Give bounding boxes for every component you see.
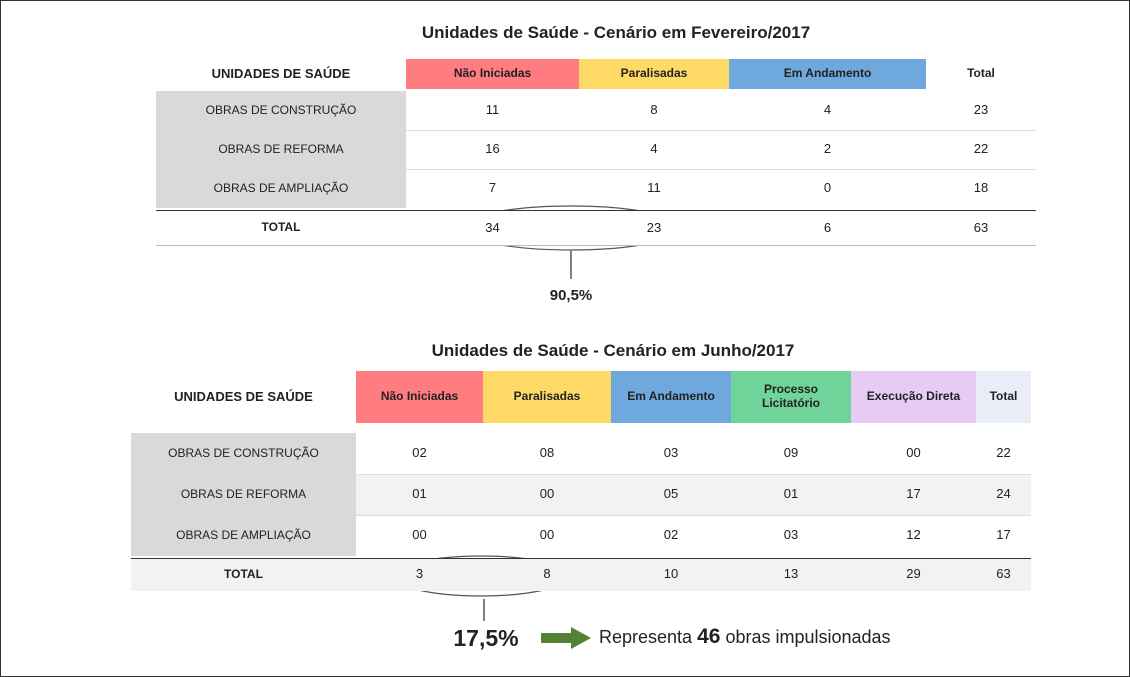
header-cell: Em Andamento — [611, 371, 731, 423]
total-value: 23 — [646, 219, 662, 235]
row-label: OBRAS DE AMPLIAÇÃO — [131, 515, 356, 556]
row-label: OBRAS DE AMPLIAÇÃO — [156, 169, 406, 208]
cell-value: 00 — [906, 445, 921, 461]
total-value: 10 — [663, 566, 679, 582]
cell-value: 24 — [996, 486, 1011, 502]
row-line — [356, 515, 1031, 516]
cell-value: 11 — [647, 180, 661, 196]
header-cell: Não Iniciadas — [406, 59, 579, 89]
cell-value: 17 — [996, 527, 1011, 543]
cell-value: 23 — [973, 102, 989, 118]
cell-value: 0 — [823, 180, 832, 196]
total-label: TOTAL — [261, 220, 301, 235]
cell-value: 02 — [663, 527, 679, 543]
arrow — [541, 627, 591, 649]
total-value: 63 — [973, 219, 989, 235]
table-title: Unidades de Saúde - Cenário em Junho/201… — [431, 341, 795, 360]
row-label: OBRAS DE CONSTRUÇÃO — [156, 91, 406, 130]
cell-value: 00 — [539, 527, 555, 543]
cell-value: 08 — [539, 445, 555, 461]
header-cell: Processo Licitatório — [731, 371, 851, 423]
total-value: 13 — [783, 566, 799, 582]
cell-value: 16 — [485, 141, 500, 157]
row-line — [406, 169, 1036, 170]
cell-value: 00 — [539, 486, 555, 502]
summary-suffix: obras impulsionadas — [725, 627, 891, 647]
table-title: Unidades de Saúde - Cenário em Fevereiro… — [421, 23, 811, 42]
cell-value: 4 — [650, 141, 658, 157]
header-cell: Total — [976, 371, 1031, 423]
total-bg — [156, 210, 1036, 246]
header-cell: Não Iniciadas — [356, 371, 483, 423]
total-value: 29 — [906, 566, 921, 582]
cell-value: 03 — [663, 445, 679, 461]
cell-value: 12 — [906, 527, 921, 543]
cell-value: 8 — [650, 102, 658, 118]
total-value: 3 — [415, 566, 424, 582]
cell-value: 4 — [823, 102, 832, 118]
total-value: 34 — [485, 219, 500, 235]
highlight-percent: 90,5% — [549, 287, 593, 304]
row-line — [356, 474, 1031, 475]
cell-value: 17 — [906, 486, 921, 502]
total-value: 6 — [823, 219, 832, 235]
cell-value: 02 — [412, 445, 427, 461]
cell-value: 03 — [783, 527, 799, 543]
cell-value: 00 — [412, 527, 427, 543]
row-label: OBRAS DE REFORMA — [156, 130, 406, 169]
cell-value: 18 — [973, 180, 989, 196]
row-label: OBRAS DE REFORMA — [131, 474, 356, 515]
row-line — [406, 130, 1036, 131]
summary-count: 46 — [697, 625, 721, 648]
cell-value: 05 — [663, 486, 679, 502]
row-label: OBRAS DE CONSTRUÇÃO — [131, 433, 356, 474]
row-bg — [356, 474, 1031, 515]
total-value: 8 — [543, 566, 551, 582]
header-cell: Paralisadas — [483, 371, 611, 423]
header-cell: UNIDADES DE SAÚDE — [211, 65, 351, 81]
cell-value: 2 — [823, 141, 832, 157]
summary: Representa 46 obras impulsionadas — [599, 625, 891, 649]
total-bg — [131, 558, 1031, 591]
cell-value: 01 — [783, 486, 799, 502]
cell-value: 7 — [488, 180, 497, 196]
header-cell: Total — [967, 66, 995, 81]
cell-value: 11 — [485, 102, 500, 118]
summary-prefix: Representa — [599, 627, 693, 647]
total-value: 63 — [996, 566, 1011, 582]
header-cell: Execução Direta — [851, 371, 976, 423]
cell-value: 22 — [973, 141, 989, 157]
total-label: TOTAL — [224, 566, 263, 581]
header-cell: Paralisadas — [579, 59, 729, 89]
cell-value: 22 — [996, 445, 1011, 461]
header-cell: Em Andamento — [729, 59, 926, 89]
cell-value: 01 — [412, 486, 427, 502]
header-cell: UNIDADES DE SAÚDE — [174, 388, 313, 404]
highlight-percent: 17,5% — [453, 625, 519, 651]
cell-value: 09 — [783, 445, 799, 461]
